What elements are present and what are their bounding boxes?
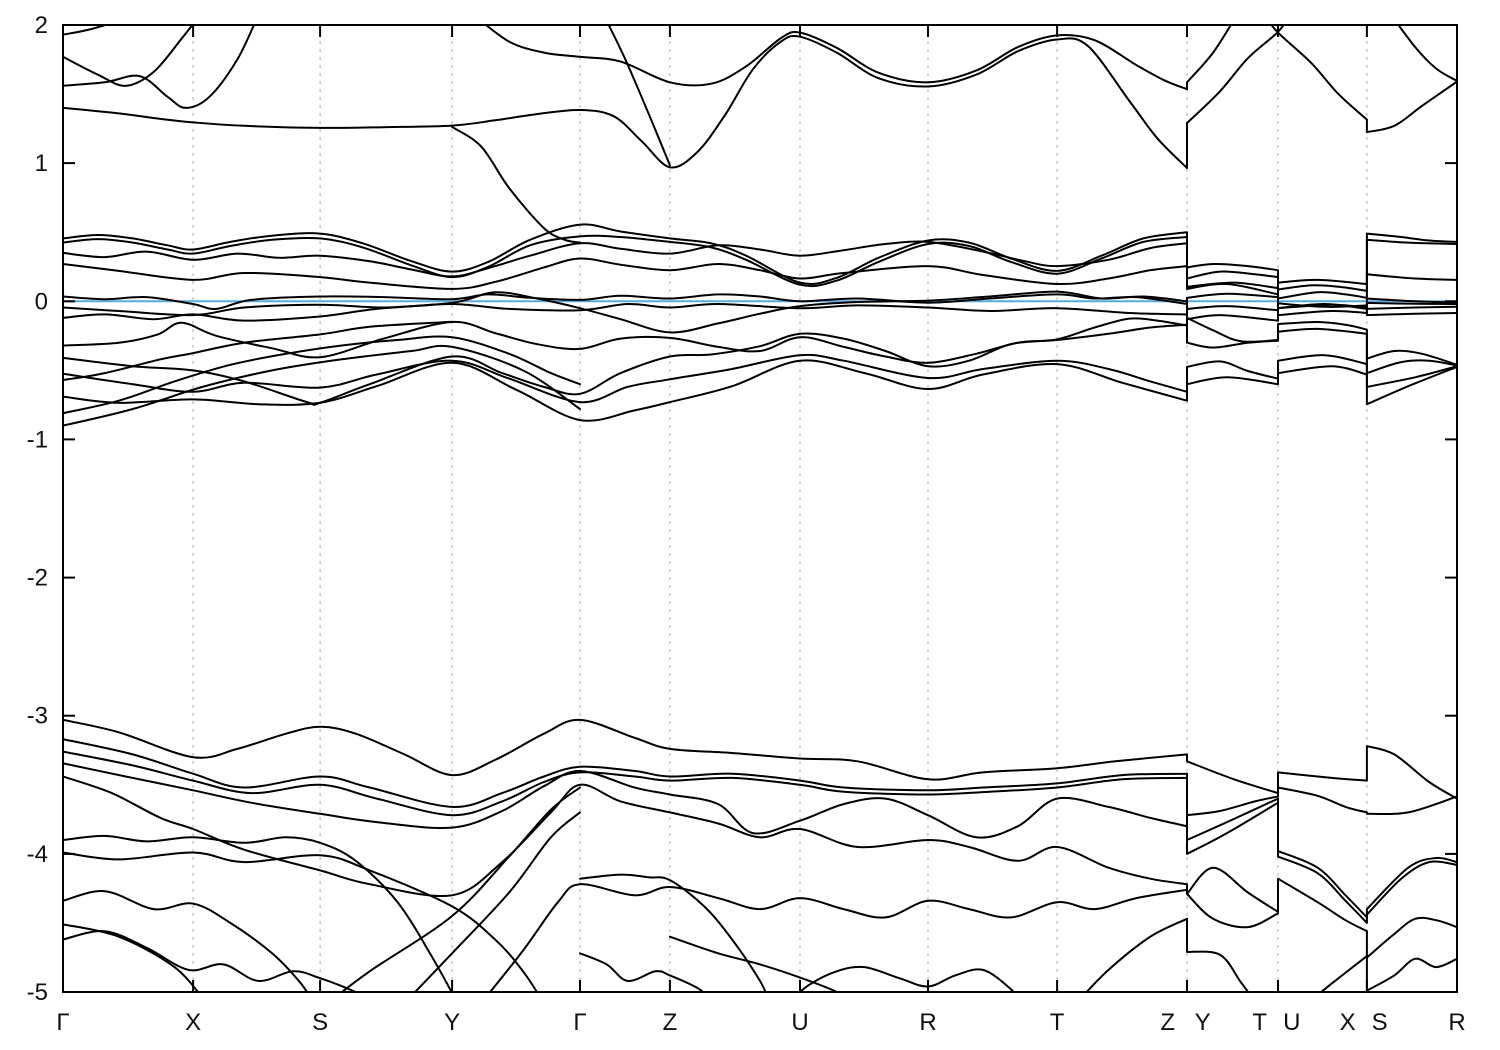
y-axis-label: 1 <box>35 150 48 177</box>
band-line <box>63 890 309 992</box>
band-line <box>63 851 539 992</box>
x-axis-label: Y <box>1195 1009 1211 1036</box>
band-line <box>63 234 1457 300</box>
band-line <box>1270 25 1457 134</box>
band-line <box>63 344 581 427</box>
x-axis-label: T <box>1252 1009 1267 1036</box>
x-axis-label: Γ <box>56 1009 69 1036</box>
band-line <box>63 316 1457 366</box>
band-line <box>1085 917 1250 992</box>
band-line <box>484 25 1232 91</box>
band-line <box>63 320 454 381</box>
band-line <box>1319 955 1457 992</box>
band-line <box>63 353 1457 406</box>
band-line <box>63 290 1457 334</box>
y-axis-label: 0 <box>35 288 48 315</box>
band-line <box>451 125 581 244</box>
y-axis-label: -2 <box>27 565 48 592</box>
band-line <box>63 930 359 992</box>
band-line <box>63 257 1457 290</box>
band-line <box>1397 25 1457 82</box>
y-axis-label: 2 <box>35 12 48 39</box>
band-line <box>63 25 110 36</box>
band-line <box>798 965 1015 992</box>
band-line <box>63 834 453 992</box>
y-axis-label: -5 <box>27 979 48 1006</box>
band-lines <box>63 25 1457 992</box>
band-line <box>668 935 839 992</box>
x-axis-label: S <box>312 1009 328 1036</box>
band-line <box>63 335 581 415</box>
x-axis-label: R <box>1448 1009 1465 1036</box>
x-axis-label: Z <box>663 1009 678 1036</box>
band-line <box>1186 892 1279 929</box>
x-axis-label: Γ <box>573 1009 586 1036</box>
axis-ticks <box>63 24 1457 993</box>
band-line <box>607 25 671 167</box>
y-axis-labels: 2 1 0 -1 -2 -3 -4 -5 <box>27 12 48 1006</box>
band-line <box>579 952 705 992</box>
band-line <box>63 718 1457 800</box>
band-line <box>488 883 1188 992</box>
band-line <box>63 25 256 109</box>
x-axis-label: S <box>1372 1009 1388 1036</box>
y-axis-label: -4 <box>27 841 48 868</box>
band-line <box>63 323 1457 406</box>
x-axis-label: U <box>1283 1009 1300 1036</box>
x-axis-label: R <box>919 1009 936 1036</box>
x-axis-label: Z <box>1160 1009 1175 1036</box>
y-axis-label: -1 <box>27 426 48 453</box>
x-axis-label: Y <box>444 1009 460 1036</box>
band-line <box>579 873 767 992</box>
band-line <box>413 811 581 992</box>
band-line <box>63 762 1457 924</box>
band-line <box>340 786 581 992</box>
plot-border <box>62 24 1458 993</box>
x-axis-label: X <box>1340 1009 1356 1036</box>
band-line <box>63 25 1285 169</box>
band-line <box>63 775 1457 959</box>
band-line <box>63 359 1457 422</box>
band-line <box>63 750 1457 919</box>
y-axis-label: -3 <box>27 703 48 730</box>
band-line <box>63 292 1457 310</box>
x-axis-label: T <box>1050 1009 1065 1036</box>
band-line <box>63 25 194 87</box>
x-axis-label: U <box>791 1009 808 1036</box>
band-line <box>63 738 1457 817</box>
x-axis-label: X <box>185 1009 201 1036</box>
gridlines <box>192 25 1368 992</box>
